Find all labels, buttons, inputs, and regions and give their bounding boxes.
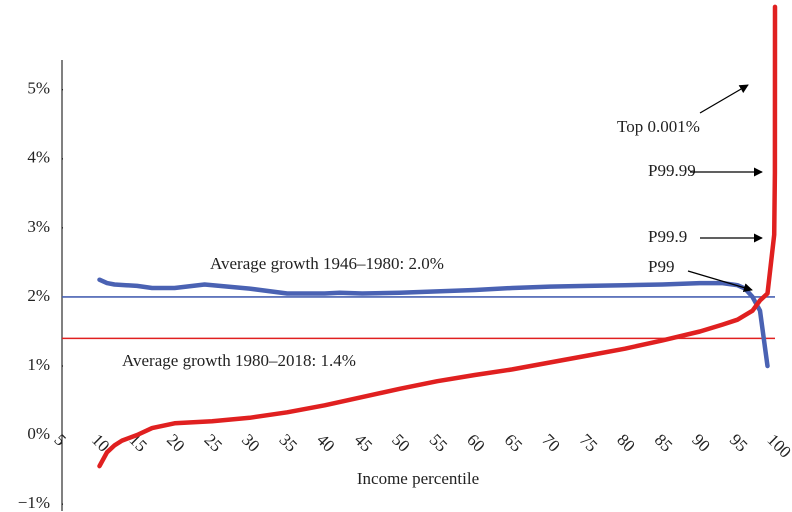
x-tick-label: 50 bbox=[388, 430, 413, 455]
x-tick-label: 25 bbox=[201, 430, 226, 455]
y-tick-label: 3% bbox=[27, 217, 50, 236]
x-tick-label: 30 bbox=[238, 430, 263, 455]
x-tick-label: 35 bbox=[276, 430, 301, 455]
annotation-arrow bbox=[687, 270, 753, 293]
y-tick-label: −1% bbox=[18, 493, 50, 512]
x-tick-label: 95 bbox=[726, 430, 751, 455]
y-tick-label: 4% bbox=[27, 148, 50, 167]
x-tick-label: 40 bbox=[313, 430, 338, 455]
annotation: P99.9 bbox=[648, 227, 687, 246]
x-tick-label: 90 bbox=[688, 430, 713, 455]
y-tick-label: 1% bbox=[27, 355, 50, 374]
annotation-arrow bbox=[699, 84, 749, 114]
series-line bbox=[97, 4, 778, 469]
x-tick-label: 60 bbox=[463, 430, 488, 455]
x-tick-label: 5 bbox=[50, 430, 69, 449]
x-axis-label: Income percentile bbox=[357, 469, 479, 488]
reference-label: Average growth 1946–1980: 2.0% bbox=[210, 254, 444, 273]
x-tick-label: 75 bbox=[576, 430, 601, 455]
annotation: P99 bbox=[648, 257, 674, 276]
series-line bbox=[97, 277, 770, 369]
y-tick-label: 5% bbox=[27, 79, 50, 98]
reference-label: Average growth 1980–2018: 1.4% bbox=[122, 351, 356, 370]
x-tick-label: 65 bbox=[501, 430, 526, 455]
x-tick-label: 20 bbox=[163, 430, 188, 455]
x-tick-label: 100 bbox=[763, 430, 792, 461]
x-tick-label: 70 bbox=[538, 430, 563, 455]
x-tick-label: 80 bbox=[613, 430, 638, 455]
annotation: P99.99 bbox=[648, 161, 696, 180]
y-tick-label: 2% bbox=[27, 286, 50, 305]
x-tick-label: 85 bbox=[651, 430, 676, 455]
x-tick-label: 45 bbox=[351, 430, 376, 455]
x-tick-label: 55 bbox=[426, 430, 451, 455]
annotation: Top 0.001% bbox=[617, 117, 700, 136]
y-tick-label: 0% bbox=[27, 424, 50, 443]
